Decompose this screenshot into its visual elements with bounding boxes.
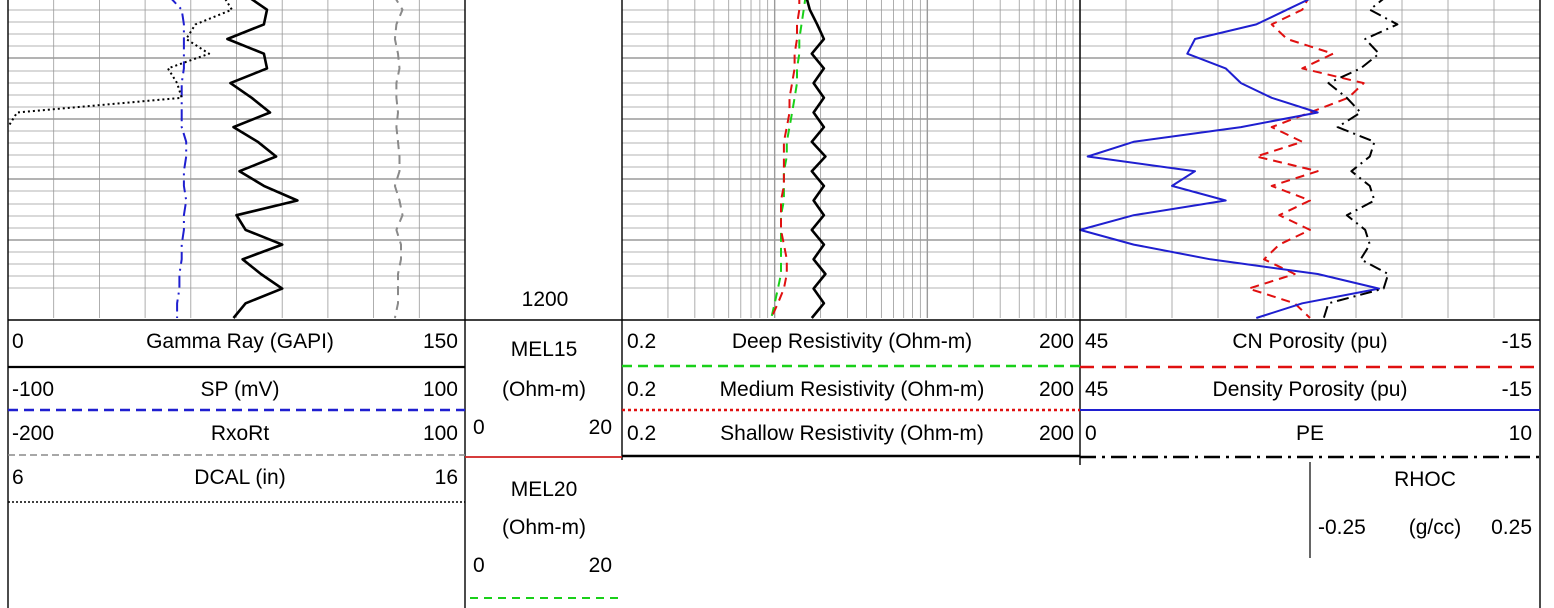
shallow-name: Shallow Resistivity (Ohm-m) xyxy=(720,422,984,445)
curve-medium-resistivity-ohm-m xyxy=(770,0,801,319)
mel15-min: 0 xyxy=(473,416,485,439)
gr-min: 0 xyxy=(12,330,24,353)
dphi-min: 45 xyxy=(1085,378,1109,401)
curve-deep-resistivity-ohm-m xyxy=(770,0,807,319)
track4-grid xyxy=(1079,0,1541,318)
mel20-min: 0 xyxy=(473,554,485,577)
dphi-max: -15 xyxy=(1501,378,1532,401)
dcal-min: 6 xyxy=(12,466,24,489)
curve-shallow-resistivity-ohm-m xyxy=(805,0,827,319)
pe-max: 10 xyxy=(1508,422,1532,445)
pe-min: 0 xyxy=(1085,422,1097,445)
log-curves xyxy=(7,0,1399,319)
shallow-max: 200 xyxy=(1038,422,1074,445)
mel20-max: 20 xyxy=(588,554,612,577)
curve-sp-mv xyxy=(171,0,188,318)
gr-max: 150 xyxy=(422,330,458,353)
rxort-name: RxoRt xyxy=(210,422,270,445)
mel15-unit: (Ohm-m) xyxy=(502,378,586,401)
curve-gamma-ray-gapi xyxy=(226,0,299,319)
mel20-name: MEL20 xyxy=(510,478,578,501)
medium-min: 0.2 xyxy=(627,378,657,401)
dcal-name: DCAL (in) xyxy=(194,466,286,489)
rxort-min: -200 xyxy=(12,422,55,445)
medium-max: 200 xyxy=(1038,378,1074,401)
sp-max: 100 xyxy=(422,378,458,401)
sp-name: SP (mV) xyxy=(200,378,280,401)
dphi-name: Density Porosity (pu) xyxy=(1212,378,1408,401)
curve-cn-porosity-pu xyxy=(1247,0,1365,319)
rhoc-max: 0.25 xyxy=(1491,516,1532,539)
dcal-max: 16 xyxy=(434,466,458,489)
pe-name: PE xyxy=(1295,422,1324,445)
deep-min: 0.2 xyxy=(627,330,657,353)
curve-dcal-in xyxy=(7,0,233,128)
rxort-max: 100 xyxy=(422,422,458,445)
gr-name: Gamma Ray (GAPI) xyxy=(146,330,334,353)
rhoc-unit: (g/cc) xyxy=(1408,516,1462,539)
curve-rxort xyxy=(393,0,404,319)
deep-name: Deep Resistivity (Ohm-m) xyxy=(731,330,973,353)
shallow-min: 0.2 xyxy=(627,422,657,445)
depth-label: 1200 xyxy=(521,288,569,311)
mel20-unit: (Ohm-m) xyxy=(502,516,586,539)
curve-density-porosity-pu xyxy=(1079,0,1380,319)
rhoc-min: -0.25 xyxy=(1318,516,1366,539)
cn-name: CN Porosity (pu) xyxy=(1232,330,1388,353)
track3-log-grid xyxy=(622,0,1081,318)
cn-max: -15 xyxy=(1501,330,1532,353)
medium-name: Medium Resistivity (Ohm-m) xyxy=(719,378,985,401)
header-frame xyxy=(7,0,1541,608)
rhoc-name: RHOC xyxy=(1394,468,1456,491)
track1-grid xyxy=(7,0,466,318)
mel15-name: MEL15 xyxy=(510,338,578,361)
sp-min: -100 xyxy=(12,378,55,401)
deep-max: 200 xyxy=(1038,330,1074,353)
curve-pe xyxy=(1322,0,1399,319)
cn-min: 45 xyxy=(1085,330,1109,353)
mel15-max: 20 xyxy=(588,416,612,439)
